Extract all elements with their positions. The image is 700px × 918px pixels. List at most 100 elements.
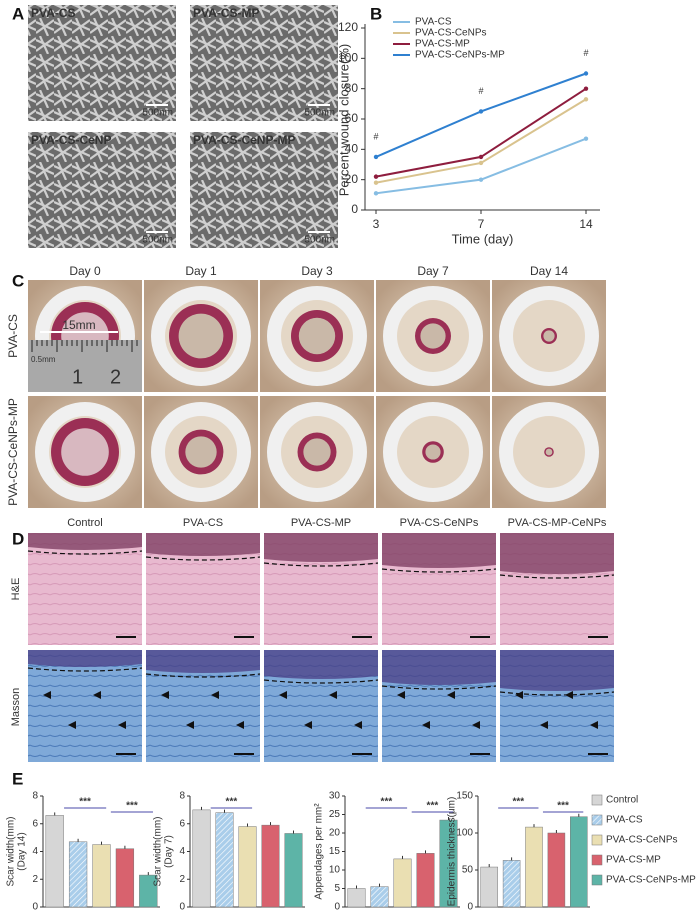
y-tick-label: 25: [329, 809, 341, 820]
sem-image: [190, 132, 338, 248]
y-axis-label: (Day 14): [17, 832, 28, 870]
annotation: ***: [512, 797, 524, 808]
histology-column: Control: [67, 517, 102, 529]
y-tick-label: 20: [329, 828, 341, 839]
bar: [547, 832, 566, 908]
day-label: Day 1: [185, 264, 217, 278]
scale-bar-label: 500nm: [142, 108, 173, 119]
bar: [45, 815, 64, 908]
y-tick-label: 100: [456, 828, 473, 839]
point: [583, 97, 589, 102]
bar: [416, 853, 435, 908]
point: [373, 154, 379, 160]
scale-label: 15mm: [62, 318, 95, 332]
sem-label: PVA-CS-CeNP-MP: [193, 133, 295, 147]
legend-label: PVA-CS-CeNPs-MP: [606, 875, 696, 886]
y-tick-label: 100: [338, 51, 358, 65]
y-tick-label: 8: [32, 791, 38, 802]
y-axis-label: (Day 7): [164, 835, 175, 868]
bar: [393, 858, 412, 908]
epidermis: [146, 650, 260, 673]
arrow: [279, 691, 287, 699]
legend-label: Control: [606, 795, 638, 806]
boundary: [145, 556, 261, 561]
legend-label: PVA-CS-CeNPs: [606, 835, 678, 846]
boundary: [263, 679, 379, 684]
day-label: Day 14: [530, 264, 568, 278]
histology-column: PVA-CS: [183, 517, 223, 529]
wound-center: [61, 428, 109, 476]
y-tick-label: 2: [32, 874, 38, 885]
point: [583, 71, 589, 76]
sem-label: PVA-CS-MP: [193, 6, 259, 20]
y-tick-label: 150: [456, 791, 473, 802]
point: [583, 86, 589, 91]
legend-swatch: [591, 874, 603, 886]
arrow: [43, 691, 51, 699]
scale-bar-label: 500nm: [142, 235, 173, 246]
y-tick-label: 30: [329, 791, 341, 802]
arrow: [211, 691, 219, 699]
annotation: #: [373, 131, 378, 141]
boundary: [381, 568, 497, 573]
bar: [68, 841, 88, 908]
wound-center: [298, 317, 336, 355]
boundary: [499, 574, 615, 579]
day-label: Day 7: [417, 264, 449, 278]
legend-label: PVA-CS: [606, 815, 643, 826]
bar: [92, 844, 111, 908]
bar: [525, 826, 543, 908]
arrow: [93, 691, 101, 699]
sem-label: PVA-CS-CeNP: [31, 133, 111, 147]
epidermis: [28, 650, 142, 667]
y-axis-label: Percent wound closure(%): [336, 44, 351, 196]
point: [373, 180, 379, 185]
panel-label: E: [12, 769, 23, 788]
legend-label: PVA-CS-MP: [415, 39, 470, 50]
arrow: [397, 691, 405, 699]
row-label: H&E: [10, 578, 22, 601]
arrow: [186, 721, 194, 729]
epidermis: [382, 533, 496, 568]
wound-center: [425, 444, 441, 460]
annotation: ***: [381, 797, 393, 808]
point: [478, 154, 484, 160]
row-label: Masson: [10, 688, 22, 727]
point: [373, 174, 379, 179]
x-tick-label: 14: [579, 217, 593, 231]
bar: [261, 824, 280, 908]
annotation: ***: [226, 797, 238, 808]
boundary: [27, 550, 143, 555]
epidermis: [264, 650, 378, 679]
histology-image: [28, 533, 142, 645]
histology-image: [28, 650, 142, 762]
y-tick-label: 80: [345, 81, 359, 95]
legend-label: PVA-CS: [415, 17, 452, 28]
ruler: [28, 340, 142, 392]
ruler-label: 0.5mm: [31, 355, 56, 364]
panel-label: D: [12, 529, 24, 548]
boundary: [381, 685, 497, 690]
bar: [370, 886, 389, 908]
bar: [192, 809, 211, 908]
x-tick-label: 7: [478, 217, 485, 231]
y-tick-label: 2: [179, 874, 185, 885]
wound-center: [545, 448, 553, 456]
point: [478, 109, 484, 114]
wound-center: [543, 330, 555, 342]
series-line: [375, 137, 587, 195]
panel-label: C: [12, 271, 24, 290]
bar: [238, 826, 257, 908]
histology-column: PVA-CS-MP: [291, 517, 351, 529]
y-axis-label: Scar width(mm): [6, 816, 17, 886]
bar: [480, 866, 498, 908]
panel-label: A: [12, 4, 24, 23]
y-tick-label: 8: [179, 791, 185, 802]
annotation: ***: [126, 801, 138, 812]
day-label: Day 0: [69, 264, 101, 278]
boundary: [263, 562, 379, 567]
bar: [284, 833, 303, 908]
sem-label: PVA-CS: [31, 6, 75, 20]
arrow: [540, 721, 548, 729]
